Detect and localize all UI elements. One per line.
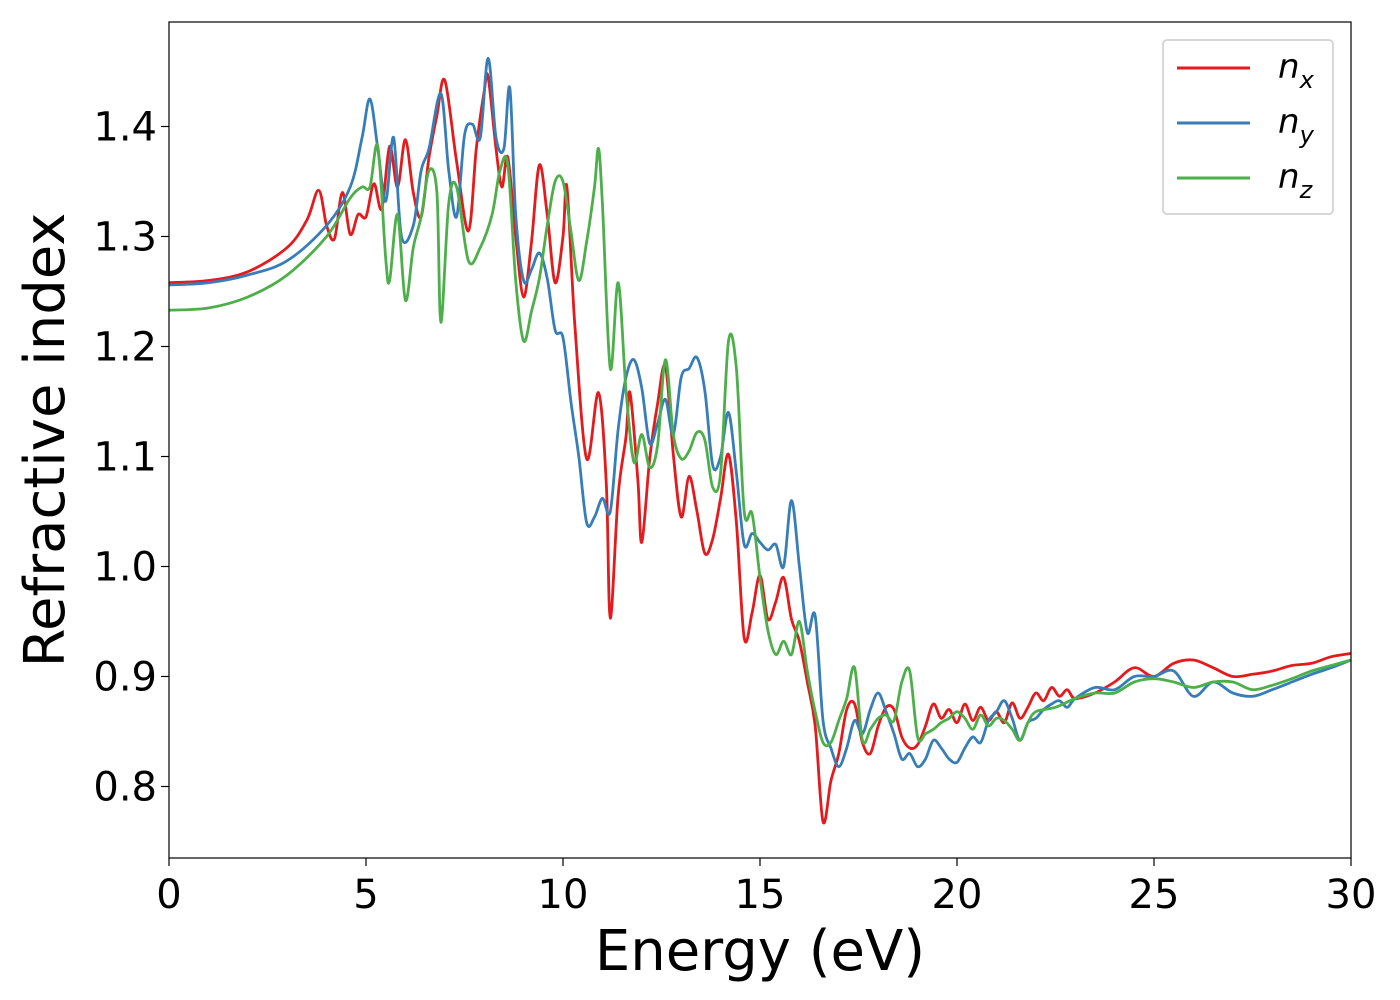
y-tick-label: 1.1 [93, 435, 157, 481]
y-tick-label: 0.9 [93, 655, 157, 701]
legend-label-n-z: nz [1278, 157, 1314, 204]
series-line-n-z [169, 142, 1351, 748]
y-axis-label: Refractive index [13, 213, 78, 668]
y-tick-label: 1.3 [93, 215, 157, 261]
y-tick-label: 1.4 [93, 105, 157, 151]
series-layer [169, 56, 1351, 825]
x-axis-ticks: 0 5 10 15 20 25 30 [156, 858, 1376, 918]
x-tick-label: 15 [735, 872, 786, 918]
x-axis-label: Energy (eV) [595, 919, 925, 984]
legend-label-n-x: nx [1278, 47, 1315, 94]
y-tick-label: 1.0 [93, 545, 157, 591]
x-tick-label: 30 [1326, 872, 1377, 918]
series-line-n-y [169, 56, 1351, 769]
x-tick-label: 25 [1129, 872, 1180, 918]
x-tick-label: 20 [932, 872, 983, 918]
legend: nx ny nz [1162, 39, 1334, 215]
x-tick-label: 5 [353, 872, 378, 918]
legend-label-n-y: ny [1278, 102, 1315, 149]
y-tick-label: 1.2 [93, 325, 157, 371]
x-tick-label: 0 [156, 872, 181, 918]
x-tick-label: 10 [538, 872, 589, 918]
y-tick-label: 0.8 [93, 765, 157, 811]
legend-box [1162, 39, 1334, 215]
series-line-n-x [169, 72, 1351, 825]
y-axis-ticks: 0.8 0.9 1.0 1.1 1.2 1.3 1.4 [93, 105, 169, 811]
